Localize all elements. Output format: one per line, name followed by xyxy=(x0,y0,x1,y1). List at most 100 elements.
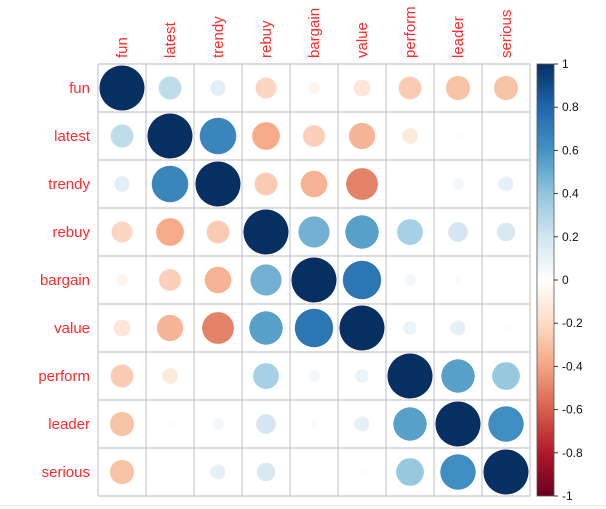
corr-circle-perform-leader: perform × leader: 0.55 xyxy=(441,359,475,393)
corr-circle-leader-fun: leader × fun: -0.29 xyxy=(109,411,135,437)
corr-circle-fun-rebuy: fun × rebuy: -0.22 xyxy=(255,77,277,99)
corr-circle-rebuy-perform: rebuy × perform: 0.33 xyxy=(397,219,423,245)
corr-circle-rebuy-value: rebuy × value: 0.55 xyxy=(345,215,379,249)
corr-circle-latest-rebuy: latest × rebuy: -0.38 xyxy=(252,122,280,150)
corr-circle-bargain-value: bargain × value: 0.73 xyxy=(342,260,382,300)
corr-circle-value-perform: value × perform: 0.09 xyxy=(403,321,417,335)
corr-circle-value-leader: value × leader: 0.11 xyxy=(450,320,466,336)
corr-circle-rebuy-trendy: rebuy × trendy: -0.26 xyxy=(206,220,230,244)
corr-circle-latest-value: latest × value: -0.34 xyxy=(348,122,376,150)
corr-circle-bargain-bargain: bargain × bargain: 1 xyxy=(291,257,337,303)
circles: fun × fun: 1 fun × latest: 0.26 fun × tren… xyxy=(99,65,529,495)
colorbar-tick-label: 1 xyxy=(562,57,569,71)
corr-circle-serious-leader: serious × leader: 0.62 xyxy=(440,454,476,490)
colorbar-tick-label: 0 xyxy=(562,273,569,287)
row-label-serious: serious xyxy=(42,464,90,481)
corr-circle-bargain-leader: bargain × leader: 0.03 xyxy=(454,276,462,284)
corr-circle-trendy-latest: trendy × latest: 0.66 xyxy=(151,165,189,203)
colorbar-tick-label: -0.2 xyxy=(562,316,583,330)
corr-circle-rebuy-serious: rebuy × serious: 0.17 xyxy=(496,222,516,242)
corr-circle-trendy-rebuy: trendy × rebuy: -0.26 xyxy=(254,172,278,196)
row-label-latest: latest xyxy=(54,128,91,145)
corr-circle-latest-latest: latest × latest: 1 xyxy=(147,113,193,159)
corr-circle-value-bargain: value × bargain: 0.73 xyxy=(294,308,334,348)
corr-circle-leader-trendy: leader × trendy: 0.06 xyxy=(212,418,224,430)
corr-circle-latest-fun: latest × fun: 0.26 xyxy=(110,124,134,148)
corr-circle-leader-value: leader × value: 0.11 xyxy=(354,416,370,432)
corr-circle-serious-value: serious × value: 0.02 xyxy=(358,468,366,476)
corr-circle-leader-latest: leader × latest: 0.02 xyxy=(166,420,174,428)
column-label-serious: serious xyxy=(498,10,515,58)
corr-circle-perform-serious: perform × serious: 0.38 xyxy=(492,362,520,390)
colorbar-tick-label: -0.6 xyxy=(562,403,583,417)
corr-circle-bargain-rebuy: bargain × rebuy: 0.48 xyxy=(250,264,282,296)
corr-circle-value-value: value × value: 1 xyxy=(339,305,385,351)
corr-circle-leader-leader: leader × leader: 1 xyxy=(435,401,481,447)
column-label-fun: fun xyxy=(114,37,131,58)
corr-circle-serious-trendy: serious × trendy: 0.11 xyxy=(210,464,226,480)
corr-circle-serious-perform: serious × perform: 0.38 xyxy=(396,458,424,486)
row-label-fun: fun xyxy=(69,80,90,97)
corr-circle-rebuy-rebuy: rebuy × rebuy: 1 xyxy=(243,209,289,255)
corr-circle-trendy-bargain: trendy × bargain: -0.35 xyxy=(300,170,328,198)
corr-circle-bargain-perform: bargain × perform: 0.06 xyxy=(404,274,416,286)
corr-circle-perform-perform: perform × perform: 1 xyxy=(387,353,433,399)
corr-circle-perform-fun: perform × fun: -0.26 xyxy=(110,364,134,388)
corr-circle-trendy-serious: trendy × serious: 0.11 xyxy=(498,176,514,192)
corr-circle-fun-perform: fun × perform: -0.26 xyxy=(398,76,422,100)
corr-circle-leader-rebuy: leader × rebuy: 0.19 xyxy=(256,414,276,434)
colorbar-tick-label: -0.8 xyxy=(562,446,583,460)
corr-circle-fun-trendy: fun × trendy: 0.12 xyxy=(210,80,226,96)
column-label-perform: perform xyxy=(402,6,419,58)
column-label-rebuy: rebuy xyxy=(258,20,275,58)
corr-circle-latest-bargain: latest × bargain: -0.24 xyxy=(302,124,326,148)
corr-circle-bargain-serious: bargain × serious: 0.01 xyxy=(503,277,509,283)
row-label-trendy: trendy xyxy=(48,176,90,193)
corr-circle-latest-perform: latest × perform: -0.12 xyxy=(402,128,418,144)
colorbar-tick-label: 0.2 xyxy=(562,230,579,244)
colorbar-tick-label: -0.4 xyxy=(562,359,583,373)
corr-circle-leader-perform: leader × perform: 0.55 xyxy=(393,407,427,441)
corr-circle-perform-bargain: perform × bargain: 0.06 xyxy=(308,370,320,382)
corr-circle-bargain-fun: bargain × fun: -0.06 xyxy=(116,274,128,286)
corr-circle-trendy-leader: trendy × leader: 0.06 xyxy=(452,178,464,190)
corr-circle-latest-trendy: latest × trendy: 0.66 xyxy=(199,117,237,155)
corr-circle-fun-leader: fun × leader: -0.29 xyxy=(445,75,471,101)
corr-circle-rebuy-bargain: rebuy × bargain: 0.48 xyxy=(298,216,330,248)
colorbar-tick-label: 0.6 xyxy=(562,143,579,157)
corr-circle-perform-rebuy: perform × rebuy: 0.33 xyxy=(253,363,279,389)
corr-circle-value-fun: value × fun: -0.14 xyxy=(113,319,131,337)
corr-circle-rebuy-latest: rebuy × latest: -0.38 xyxy=(156,218,184,246)
corr-circle-fun-latest: fun × latest: 0.26 xyxy=(158,76,182,100)
corr-circle-value-rebuy: value × rebuy: 0.55 xyxy=(249,311,283,345)
colorbar-legend: 1 0.8 0.6 0.4 0.2 0 -0.2 -0.4 -0.6 -0.8 -1 xyxy=(536,57,583,503)
row-label-value: value xyxy=(54,320,90,337)
corr-circle-fun-value: fun × value: -0.14 xyxy=(353,79,371,97)
row-label-perform: perform xyxy=(38,368,90,385)
row-label-bargain: bargain xyxy=(40,272,90,289)
row-label-rebuy: rebuy xyxy=(52,224,90,241)
colorbar-tick-label: -1 xyxy=(562,489,573,503)
corr-circle-serious-serious: serious × serious: 1 xyxy=(483,449,529,495)
column-label-value: value xyxy=(354,22,371,58)
column-label-latest: latest xyxy=(162,21,179,58)
corr-circle-value-trendy: value × trendy: -0.5 xyxy=(202,312,234,344)
corr-circle-trendy-trendy: trendy × trendy: 1 xyxy=(195,161,241,207)
corr-circle-value-serious: value × serious: 0.02 xyxy=(502,324,510,332)
row-labels: fun latest trendy rebuy bargain value perform l… xyxy=(38,80,91,481)
corr-circle-trendy-fun: trendy × fun: 0.12 xyxy=(114,176,130,192)
corr-circle-perform-latest: perform × latest: -0.12 xyxy=(162,368,178,384)
corr-circle-serious-rebuy: serious × rebuy: 0.17 xyxy=(256,462,276,482)
corr-circle-value-latest: value × latest: -0.34 xyxy=(156,314,184,342)
corr-circle-bargain-latest: bargain × latest: -0.24 xyxy=(158,268,182,292)
corr-circle-perform-value: perform × value: 0.09 xyxy=(355,369,369,383)
grid xyxy=(97,63,531,497)
corr-circle-trendy-value: trendy × value: -0.5 xyxy=(346,168,378,200)
bottom-divider xyxy=(0,505,606,506)
corr-circle-bargain-trendy: bargain × trendy: -0.35 xyxy=(204,266,232,294)
corr-circle-fun-fun: fun × fun: 1 xyxy=(99,65,145,111)
corr-circle-fun-bargain: fun × bargain: -0.06 xyxy=(308,82,320,94)
colorbar xyxy=(536,63,555,497)
corr-circle-latest-leader: latest × leader: 0.02 xyxy=(454,132,462,140)
